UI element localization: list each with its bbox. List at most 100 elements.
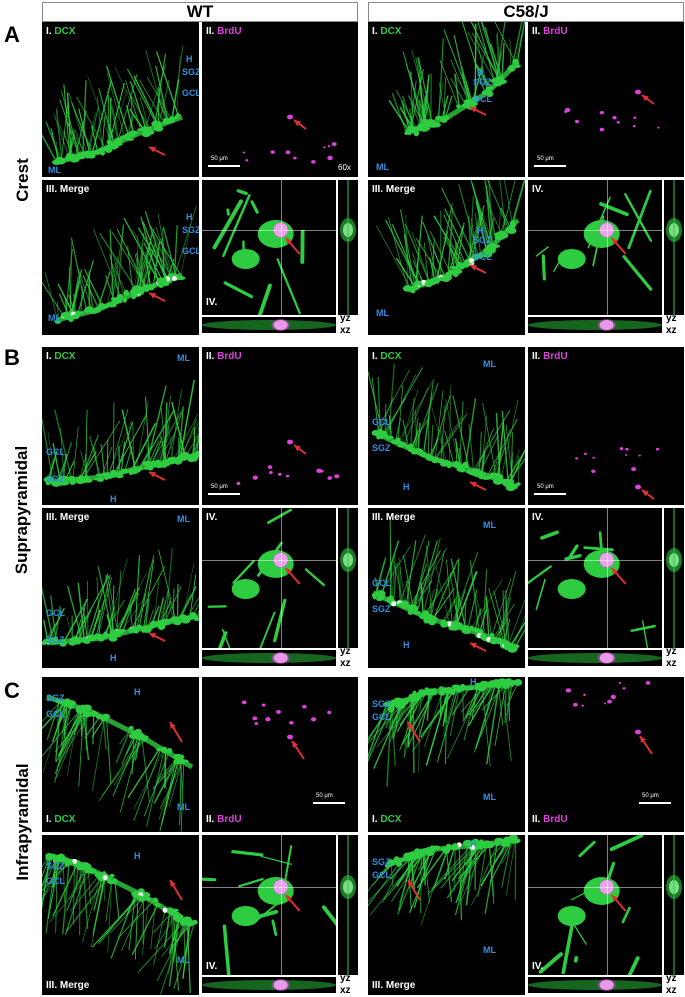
region-label-ml: ML xyxy=(483,520,496,530)
region-label-gcl: GCL xyxy=(182,246,199,256)
arrow-icon xyxy=(469,481,487,491)
panel-label-brdu: II. BrdU xyxy=(532,351,568,362)
row-label-infrapyramidal: Infrapyramidal xyxy=(13,763,32,881)
dcx-cells-zoomed xyxy=(535,189,653,291)
axis-label-yz: yz xyxy=(666,646,677,657)
axis-label-xz: xz xyxy=(666,985,677,996)
panel-label-dcx-stain: DCX xyxy=(54,814,76,825)
panel-label-dcx: I. DCX xyxy=(46,814,75,825)
panel-label-ortho: IV. xyxy=(532,961,544,972)
arrow-icon xyxy=(469,106,487,116)
panel-label-dcx-stain: DCX xyxy=(380,351,402,362)
scale-bar-label: 50 μm xyxy=(316,793,333,799)
panel-label-brdu-number: II. xyxy=(532,814,541,825)
panel-label-dcx-number: I. xyxy=(46,26,52,37)
row-label-suprapyramidal: Suprapyramidal xyxy=(12,445,31,575)
dcx-signal xyxy=(368,363,525,492)
crosshair-vertical xyxy=(607,835,608,975)
panel-label-merge: III. Merge xyxy=(372,184,416,195)
scale-bar xyxy=(313,802,345,804)
dcx-cells-zoomed xyxy=(528,652,662,664)
section-label-a: A xyxy=(4,22,20,47)
panel-ortho-crest-1: IV. xyxy=(528,180,662,315)
arrow-icon xyxy=(610,894,627,912)
panel-dcx-crest-1: I. DCX H SGZ GCL ML xyxy=(368,22,525,177)
panel-label-ortho: IV. xyxy=(532,184,544,195)
crosshair-vertical xyxy=(281,835,282,975)
region-label-sgz: SGZ xyxy=(372,604,391,614)
panel-brdu-supra-1: II. BrdU 50 μm xyxy=(528,347,684,505)
dcx-cells-zoomed xyxy=(202,845,336,975)
scale-bar xyxy=(208,165,240,167)
scale-bar xyxy=(534,493,566,495)
section-label-b: B xyxy=(4,345,20,370)
panel-label-merge: III. Merge xyxy=(46,980,90,991)
crosshair-horizontal xyxy=(528,230,662,231)
dcx-signal xyxy=(42,852,198,995)
panel-yz-supra-1 xyxy=(664,508,684,648)
panel-label-brdu-number: II. xyxy=(206,26,215,37)
arrow-icon xyxy=(641,94,655,105)
panel-ortho-supra-1: IV. xyxy=(528,508,662,648)
panel-xz-infra-0 xyxy=(202,977,336,993)
panel-label-brdu-stain: BrdU xyxy=(217,814,242,825)
region-label-gcl: GCL xyxy=(473,252,492,262)
axis-label-yz: yz xyxy=(666,313,677,324)
panel-label-dcx-stain: DCX xyxy=(380,26,402,37)
panel-dcx-infra-0: I. DCX H SGZ GCL ML xyxy=(42,677,199,832)
axis-label-yz: yz xyxy=(666,973,677,984)
arrow-icon xyxy=(407,879,421,901)
dcx-cells-zoomed xyxy=(340,835,356,975)
axis-label-yz: yz xyxy=(340,646,351,657)
dcx-signal xyxy=(42,548,199,647)
panel-merge-infra-1: III. Merge H SGZ GCL ML xyxy=(368,835,525,995)
dcx-cells-zoomed xyxy=(528,319,662,331)
panel-brdu-infra-1: II. BrdU 50 μm xyxy=(528,677,684,832)
panel-label-brdu-number: II. xyxy=(206,351,215,362)
panel-label-dcx: I. DCX xyxy=(372,26,401,37)
dcx-signal xyxy=(368,835,521,925)
panel-ortho-infra-0: IV. xyxy=(202,835,336,975)
arrow-icon xyxy=(639,735,653,755)
axis-label-xz: xz xyxy=(666,658,677,669)
crosshair-vertical xyxy=(607,508,608,648)
region-label-ml: ML xyxy=(483,792,496,802)
region-label-ml: ML xyxy=(177,514,190,524)
axis-label-xz: xz xyxy=(340,985,351,996)
region-label-h: H xyxy=(134,687,141,697)
brdu-signal xyxy=(236,439,340,485)
dcx-cells-zoomed xyxy=(528,979,662,991)
panel-label-dcx-number: I. xyxy=(372,351,378,362)
panel-label-brdu-number: II. xyxy=(532,351,541,362)
dcx-signal xyxy=(375,180,525,294)
panel-xz-supra-0 xyxy=(202,650,336,666)
panel-label-dcx-stain: DCX xyxy=(380,814,402,825)
dcx-cells-zoomed xyxy=(207,508,325,648)
brdu-signal xyxy=(242,114,337,164)
region-label-h: H xyxy=(110,653,117,663)
region-label-ml: ML xyxy=(483,945,496,955)
panel-label-brdu: II. BrdU xyxy=(532,814,568,825)
scale-bar xyxy=(639,802,671,804)
panel-dcx-supra-0: I. DCX ML GCL SGZ H xyxy=(42,347,199,505)
row-label-crest: Crest xyxy=(13,158,32,202)
column-header-wt: WT xyxy=(42,2,358,22)
dcx-signal xyxy=(42,694,194,832)
region-label-sgz: SGZ xyxy=(46,693,65,703)
region-label-sgz: SGZ xyxy=(372,443,391,453)
region-label-ml: ML xyxy=(376,162,389,172)
panel-xz-supra-1 xyxy=(528,650,662,666)
region-label-sgz: SGZ xyxy=(473,235,492,245)
region-label-gcl: GCL xyxy=(473,94,492,104)
panel-brdu-infra-0: II. BrdU 50 μm xyxy=(202,677,358,832)
region-label-gcl: GCL xyxy=(372,417,391,427)
panel-label-dcx-number: I. xyxy=(372,26,378,37)
crosshair-horizontal xyxy=(202,560,336,561)
arrow-icon xyxy=(284,894,301,912)
dcx-cells-zoomed xyxy=(202,979,336,991)
axis-label-yz: yz xyxy=(340,313,351,324)
panel-yz-infra-1 xyxy=(664,835,684,975)
region-label-sgz: SGZ xyxy=(372,857,391,867)
panel-dcx-supra-1: I. DCX ML GCL SGZ H xyxy=(368,347,525,505)
arrow-icon xyxy=(148,292,166,302)
